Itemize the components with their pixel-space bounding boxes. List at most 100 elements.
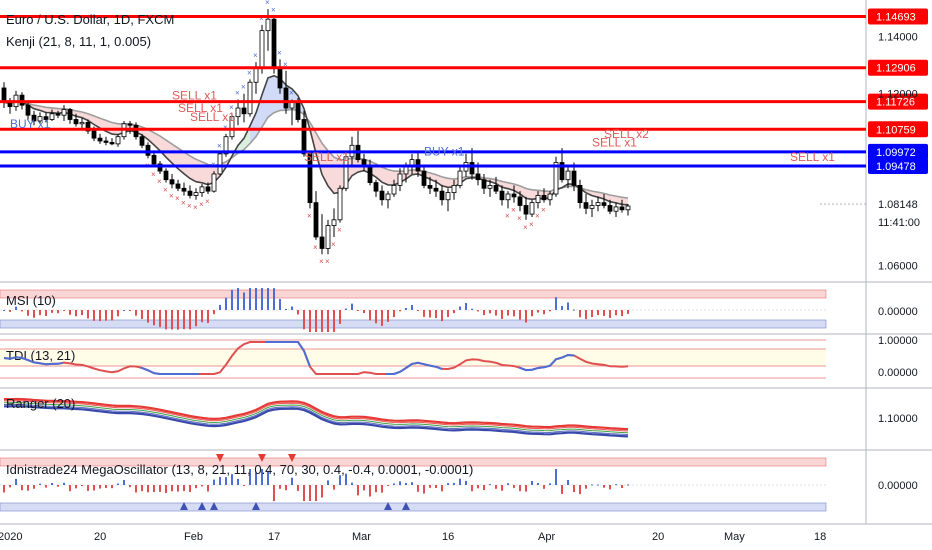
signal-label: SELL x2 <box>604 127 649 141</box>
buy-marker: × <box>535 211 540 220</box>
candle <box>199 183 205 197</box>
sell-marker: × <box>271 5 276 14</box>
msi-bar <box>369 310 371 321</box>
msi-bar <box>627 310 629 314</box>
ranger-label[interactable]: Ranger (20) <box>6 396 75 411</box>
msi-histogram <box>3 288 629 332</box>
msi-bar <box>117 310 119 317</box>
candle <box>271 16 277 74</box>
buy-marker: × <box>529 220 534 229</box>
candle <box>445 188 451 212</box>
candle <box>379 185 385 206</box>
candle <box>193 188 199 200</box>
candle <box>625 204 631 216</box>
mega-label[interactable]: Idnistrade24 MegaOscillator (13, 8, 21, … <box>6 462 473 477</box>
candle-body <box>43 116 49 120</box>
mega-bar <box>273 485 275 501</box>
msi-bar <box>261 288 263 310</box>
mega-bar <box>495 485 497 489</box>
candle <box>583 194 589 215</box>
buy-marker: × <box>187 201 192 210</box>
msi-bar <box>399 310 401 312</box>
candle-body <box>247 81 253 115</box>
candle <box>619 199 625 213</box>
ranger-bands <box>3 397 629 438</box>
msi-bar <box>573 309 575 311</box>
signal-label: BUY x1 <box>424 144 465 158</box>
msi-bar <box>279 299 281 310</box>
mega-bar <box>213 479 215 485</box>
mega-bar <box>81 485 83 486</box>
level-label-bg <box>868 143 928 160</box>
candle <box>517 191 523 212</box>
price-axis[interactable]: 1.14000 1.12000 1.06000 1.08148 11:41:00 <box>820 31 920 273</box>
msi-bar <box>447 310 449 317</box>
candle <box>433 179 439 197</box>
mega-bar <box>549 483 551 485</box>
cloud-segment <box>256 94 262 137</box>
mega-bar <box>195 485 197 489</box>
buy-marker: × <box>313 243 318 252</box>
msi-bar <box>243 292 245 310</box>
candle <box>157 161 163 174</box>
candle-body <box>391 185 397 195</box>
mega-bar <box>117 483 119 485</box>
mega-up-triangle <box>198 502 206 510</box>
buy-marker: × <box>523 223 528 232</box>
candle-body <box>565 170 571 181</box>
mega-bar <box>345 473 347 485</box>
mega-bar <box>93 485 95 491</box>
buy-marker: × <box>541 206 546 215</box>
mega-bar <box>585 485 587 489</box>
mega-up-triangle <box>180 502 188 510</box>
candle <box>241 93 247 123</box>
candle <box>331 208 337 238</box>
candle <box>175 179 181 192</box>
tdi-label[interactable]: TDI (13, 21) <box>6 348 75 363</box>
candle <box>439 185 445 206</box>
msi-bar <box>501 310 503 319</box>
msi-bar <box>303 310 305 330</box>
msi-bar <box>363 310 365 314</box>
time-axis[interactable]: 2020 20 Feb 17 Mar 16 Apr 20 May 18 <box>0 531 826 543</box>
candle <box>325 219 331 255</box>
mega-bar <box>441 485 443 492</box>
candle-body <box>229 116 235 138</box>
cloud-segment <box>388 169 394 185</box>
msi-bar <box>531 310 533 317</box>
candle-body <box>313 202 319 238</box>
candle-body <box>133 124 139 138</box>
time-tick: Apr <box>538 531 555 543</box>
candle-body <box>139 136 145 146</box>
msi-bar <box>453 310 455 314</box>
msi-bar <box>39 310 41 316</box>
buy-marker: × <box>205 197 210 206</box>
indicator-label-kenji[interactable]: Kenji (21, 8, 11, 1, 0.005) <box>6 34 151 49</box>
mega-bar <box>507 483 509 485</box>
mega-bar <box>207 485 209 492</box>
candle <box>547 191 553 206</box>
mega-bar <box>543 485 545 489</box>
mega-bar <box>159 485 161 492</box>
msi-bar <box>507 310 509 316</box>
candle-body <box>553 162 559 195</box>
time-tick: May <box>724 531 745 543</box>
msi-bar <box>315 310 317 332</box>
candle <box>229 113 235 140</box>
mega-bar <box>33 485 35 489</box>
candle <box>301 110 307 157</box>
candle <box>115 133 121 147</box>
msi-bar <box>579 310 581 318</box>
horizontal-levels[interactable]: 1.14693 1.12906 1.11726 1.10759 1.09972 1.094… <box>0 8 928 174</box>
mega-bar <box>537 482 539 485</box>
mega-bar <box>63 482 65 485</box>
candle-body <box>49 113 55 120</box>
mega-bar <box>339 475 341 485</box>
mega-bar <box>465 480 467 485</box>
candle-body <box>253 67 259 83</box>
candle-body <box>403 166 409 175</box>
msi-label[interactable]: MSI (10) <box>6 293 56 308</box>
candle-body <box>73 119 79 125</box>
